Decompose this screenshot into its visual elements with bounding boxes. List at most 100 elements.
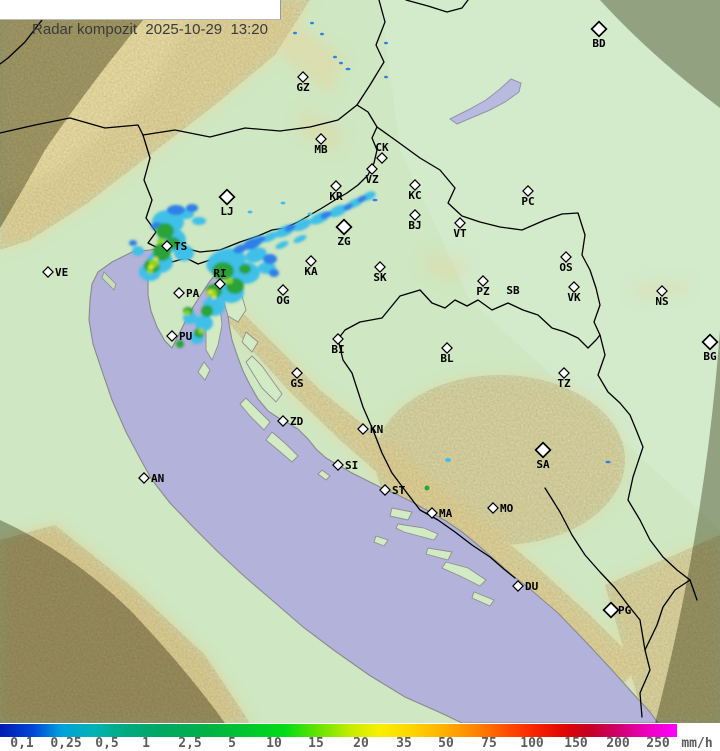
precip-cell-blue xyxy=(186,204,198,212)
city-label: BJ xyxy=(408,219,421,232)
precip-cell-green xyxy=(424,485,430,491)
city-label: TZ xyxy=(557,377,571,390)
precip-cell-green xyxy=(201,305,213,317)
precip-cell-blue xyxy=(345,67,351,71)
city-PZ: PZ xyxy=(476,275,490,298)
city-label: VK xyxy=(567,291,581,304)
city-label: RI xyxy=(213,267,226,280)
city-marker-icon xyxy=(656,285,668,297)
city-marker-icon xyxy=(366,163,378,175)
precip-cell-cyan xyxy=(132,246,144,256)
city-MO: MO xyxy=(487,502,514,515)
plains-east xyxy=(380,0,720,530)
city-label: PC xyxy=(521,195,534,208)
precip-cell-cyan xyxy=(293,234,307,244)
city-layer: VE TS PA PU AN LJ KR ZG GZ MB CK VZ KC PC BD KA SK BJ VT OS… xyxy=(42,20,719,619)
city-MA: MA xyxy=(426,507,453,520)
city-marker-icon xyxy=(376,152,388,164)
precip-cell-blue xyxy=(343,203,353,211)
city-marker-icon xyxy=(42,266,54,278)
city-label: VZ xyxy=(365,173,379,186)
precip-cell-green xyxy=(212,262,234,280)
city-label: MA xyxy=(439,507,453,520)
city-label: PG xyxy=(618,604,632,617)
city-marker-icon xyxy=(568,281,580,293)
city-label: ST xyxy=(392,484,406,497)
legend-color-bar xyxy=(0,724,677,737)
city-marker-icon xyxy=(409,179,421,191)
map-canvas: VE TS PA PU AN LJ KR ZG GZ MB CK VZ KC PC BD KA SK BJ VT OS… xyxy=(0,0,720,723)
city-label: BD xyxy=(592,37,606,50)
city-marker-icon xyxy=(277,415,289,427)
city-OS: OS xyxy=(559,251,573,274)
city-marker-icon xyxy=(315,133,327,145)
city-label: MB xyxy=(314,143,328,156)
legend-value: 100 xyxy=(520,736,544,751)
city-label: KC xyxy=(408,189,421,202)
legend-value: 200 xyxy=(606,736,630,751)
city-DU: DU xyxy=(512,580,539,593)
precip-cell-lime xyxy=(157,238,165,244)
city-marker-icon xyxy=(602,601,620,619)
legend-value: 0,1 xyxy=(10,736,34,751)
city-KR: KR xyxy=(329,180,343,203)
city-label: ZG xyxy=(337,235,351,248)
city-PU: PU xyxy=(166,330,193,343)
city-label: BG xyxy=(703,350,717,363)
city-GZ: GZ xyxy=(296,71,310,94)
precip-cell-cyan xyxy=(195,315,213,331)
precip-cell-cyan xyxy=(192,217,206,225)
legend-value: 15 xyxy=(308,736,324,751)
precip-cell-yellow xyxy=(212,295,216,299)
city-label: OS xyxy=(559,261,572,274)
precip-cell-blue xyxy=(320,211,332,219)
precip-cell-lime xyxy=(149,259,159,267)
city-label: OG xyxy=(276,294,290,307)
city-marker-icon xyxy=(330,180,342,192)
precip-specks xyxy=(247,21,611,491)
city-marker-icon xyxy=(277,284,289,296)
precip-echoes xyxy=(129,191,376,348)
city-NS: NS xyxy=(655,285,669,308)
city-label: VT xyxy=(453,227,467,240)
city-label: PU xyxy=(179,330,193,343)
precip-cell-cyan xyxy=(280,201,286,205)
city-TS: TS xyxy=(161,240,187,253)
city-KN: KN xyxy=(357,423,383,436)
precip-cell-cyan xyxy=(328,204,348,218)
city-GS: GS xyxy=(290,367,304,390)
city-marker-icon xyxy=(305,255,317,267)
city-BL: BL xyxy=(440,342,454,365)
city-CK: CK xyxy=(375,141,389,164)
city-label: LJ xyxy=(220,205,233,218)
precip-cell-blue xyxy=(243,238,261,250)
city-label: GZ xyxy=(296,81,310,94)
city-marker-icon xyxy=(332,333,344,345)
city-marker-icon xyxy=(297,71,309,83)
city-marker-icon xyxy=(138,472,150,484)
city-PG: PG xyxy=(602,601,632,619)
city-label: PZ xyxy=(476,285,490,298)
precip-cell-blue xyxy=(333,55,337,59)
city-ZD: ZD xyxy=(277,415,304,428)
city-TZ: TZ xyxy=(557,367,571,390)
city-SA: SA xyxy=(534,441,552,471)
city-BJ: BJ xyxy=(408,209,422,232)
city-marker-icon xyxy=(477,275,489,287)
legend-value: 0,25 xyxy=(50,736,82,751)
precip-cell-blue xyxy=(263,254,277,264)
city-label: AN xyxy=(151,472,164,485)
coverage-mask xyxy=(0,0,720,723)
city-marker-icon xyxy=(512,580,524,592)
legend-value: 2,5 xyxy=(178,736,202,751)
city-KC: KC xyxy=(408,179,422,202)
precip-cell-blue xyxy=(293,31,297,35)
city-OG: OG xyxy=(276,284,290,307)
city-RI: RI xyxy=(213,267,227,290)
city-LJ: LJ xyxy=(218,188,236,218)
city-label: SB xyxy=(506,284,520,297)
legend-value: 1 xyxy=(142,736,150,751)
city-label: DU xyxy=(525,580,539,593)
city-label: BL xyxy=(440,352,454,365)
precip-cell-blue xyxy=(384,75,388,79)
